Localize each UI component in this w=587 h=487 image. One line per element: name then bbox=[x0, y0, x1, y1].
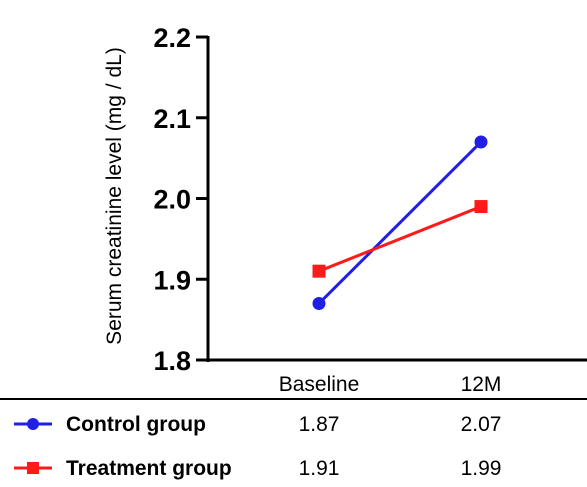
x-category-label: Baseline bbox=[279, 373, 360, 396]
legend-row: Treatment group 1.91 1.99 bbox=[14, 457, 501, 480]
legend-table: Control group 1.87 2.07 Treatment group 1.91… bbox=[14, 413, 501, 480]
legend-row: Control group 1.87 2.07 bbox=[14, 413, 501, 436]
series-line bbox=[317, 140, 483, 305]
series-line bbox=[318, 205, 482, 273]
y-axis-title: Serum creatinine level (mg / dL) bbox=[103, 47, 126, 345]
y-tick-label: 2.0 bbox=[153, 185, 191, 215]
table-value: 1.99 bbox=[461, 457, 502, 480]
legend-marker bbox=[27, 462, 39, 474]
y-tick-label: 1.9 bbox=[153, 265, 191, 295]
x-category-label: 12M bbox=[461, 373, 502, 396]
y-tick-label: 2.1 bbox=[153, 104, 191, 134]
data-point bbox=[312, 296, 326, 310]
data-point bbox=[474, 135, 488, 149]
table-value: 1.91 bbox=[299, 457, 340, 480]
table-value: 2.07 bbox=[461, 413, 502, 436]
category-labels: Baseline 12M bbox=[279, 373, 502, 396]
y-axis: 1.8 1.9 2.0 2.1 2.2 bbox=[153, 23, 208, 376]
legend-series-name: Control group bbox=[66, 413, 206, 436]
data-point bbox=[312, 264, 326, 278]
y-tick-label: 2.2 bbox=[153, 23, 191, 53]
series-layer bbox=[312, 135, 488, 310]
data-point bbox=[474, 200, 488, 214]
legend-series-name: Treatment group bbox=[66, 457, 232, 480]
legend-marker bbox=[27, 418, 39, 430]
y-tick-label: 1.8 bbox=[153, 346, 191, 376]
table-value: 1.87 bbox=[299, 413, 340, 436]
